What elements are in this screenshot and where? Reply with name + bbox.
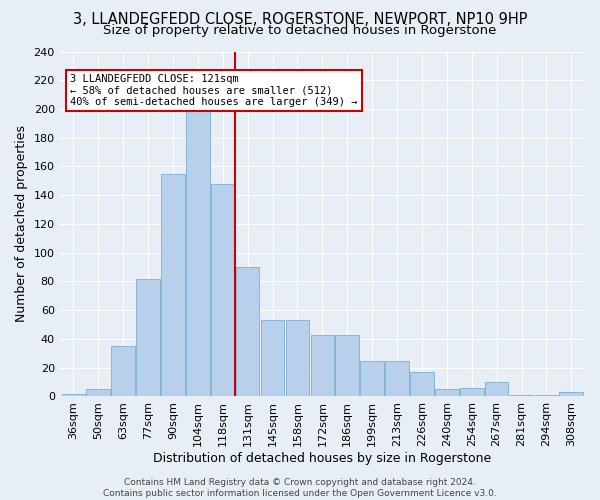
Bar bbox=[335, 334, 359, 396]
Bar bbox=[211, 184, 235, 396]
Bar bbox=[460, 388, 484, 396]
Bar bbox=[161, 174, 185, 396]
Bar bbox=[236, 267, 259, 396]
X-axis label: Distribution of detached houses by size in Rogerstone: Distribution of detached houses by size … bbox=[153, 452, 491, 465]
Text: Size of property relative to detached houses in Rogerstone: Size of property relative to detached ho… bbox=[103, 24, 497, 37]
Bar bbox=[559, 392, 583, 396]
Bar bbox=[62, 394, 85, 396]
Y-axis label: Number of detached properties: Number of detached properties bbox=[15, 126, 28, 322]
Text: Contains HM Land Registry data © Crown copyright and database right 2024.
Contai: Contains HM Land Registry data © Crown c… bbox=[103, 478, 497, 498]
Bar bbox=[485, 382, 508, 396]
Bar bbox=[410, 372, 434, 396]
Bar bbox=[509, 395, 533, 396]
Bar bbox=[112, 346, 135, 397]
Bar bbox=[261, 320, 284, 396]
Text: 3 LLANDEGFEDD CLOSE: 121sqm
← 58% of detached houses are smaller (512)
40% of se: 3 LLANDEGFEDD CLOSE: 121sqm ← 58% of det… bbox=[70, 74, 358, 107]
Bar bbox=[435, 390, 458, 396]
Bar bbox=[361, 360, 384, 396]
Bar bbox=[535, 395, 558, 396]
Bar bbox=[311, 334, 334, 396]
Bar bbox=[286, 320, 309, 396]
Bar bbox=[136, 278, 160, 396]
Bar bbox=[186, 106, 209, 397]
Text: 3, LLANDEGFEDD CLOSE, ROGERSTONE, NEWPORT, NP10 9HP: 3, LLANDEGFEDD CLOSE, ROGERSTONE, NEWPOR… bbox=[73, 12, 527, 28]
Bar bbox=[86, 390, 110, 396]
Bar bbox=[385, 360, 409, 396]
